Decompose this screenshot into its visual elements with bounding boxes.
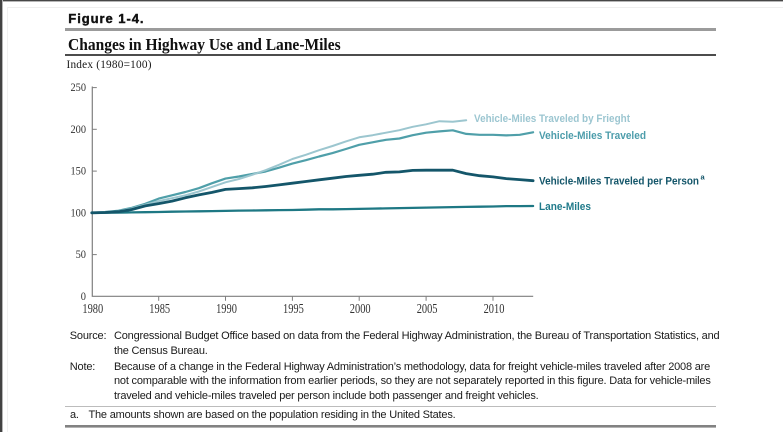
svg-text:Vehicle-Miles Traveled: Vehicle-Miles Traveled — [539, 130, 646, 142]
svg-text:250: 250 — [71, 80, 87, 94]
svg-text:1980: 1980 — [82, 301, 103, 316]
svg-text:Lane-Miles: Lane-Miles — [539, 201, 591, 213]
svg-text:2000: 2000 — [350, 301, 371, 316]
svg-text:Vehicle-Miles Traveled per Per: Vehicle-Miles Traveled per Person — [539, 176, 699, 188]
svg-text:0: 0 — [81, 289, 86, 303]
svg-text:a: a — [701, 173, 706, 182]
svg-text:1995: 1995 — [283, 301, 304, 316]
svg-text:1990: 1990 — [216, 301, 237, 316]
svg-text:2010: 2010 — [484, 301, 505, 316]
svg-text:50: 50 — [76, 247, 86, 261]
svg-text:2005: 2005 — [417, 301, 438, 316]
svg-text:150: 150 — [71, 164, 87, 178]
svg-text:100: 100 — [71, 205, 87, 219]
svg-text:Vehicle-Miles Traveled by Frie: Vehicle-Miles Traveled by Frieght — [474, 113, 630, 125]
svg-text:200: 200 — [71, 122, 87, 136]
svg-text:1985: 1985 — [149, 301, 170, 316]
